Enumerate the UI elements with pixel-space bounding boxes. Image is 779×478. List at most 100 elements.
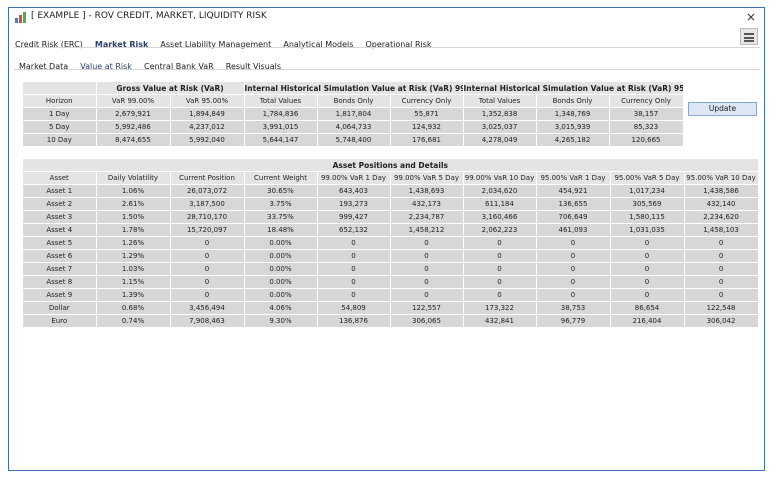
- value-cell: 0: [536, 262, 611, 276]
- update-button[interactable]: Update: [688, 102, 757, 116]
- value-cell: 2,234,787: [390, 210, 464, 224]
- value-cell: 96,779: [536, 314, 611, 328]
- value-cell: 0: [684, 275, 759, 289]
- var-column-header-row: Horizon VaR 99.00% VaR 95.00% Total Valu…: [23, 94, 684, 108]
- value-cell: 0: [317, 236, 391, 250]
- asset-column-header: Current Weight: [244, 171, 318, 185]
- hamburger-menu-icon[interactable]: [740, 28, 758, 45]
- asset-table-row: Dollar 0.68% 3,456,494 4.06% 54,809 122,557 17…: [23, 301, 759, 315]
- value-cell: 5,992,040: [170, 133, 245, 147]
- value-cell: 0: [536, 288, 611, 302]
- asset-table-row: Asset 8 1.15% 0 0.00% 0 0 0 0 0 0: [23, 275, 759, 289]
- tab-operational-risk[interactable]: Operational Risk: [365, 40, 432, 49]
- row-label-cell: Asset 7: [23, 262, 97, 276]
- value-cell: 3.75%: [244, 197, 318, 211]
- value-cell: 4.06%: [244, 301, 318, 315]
- value-cell: 0: [170, 288, 245, 302]
- value-cell: 120,665: [609, 133, 684, 147]
- value-cell: 0: [390, 262, 464, 276]
- value-cell: 432,140: [684, 197, 759, 211]
- value-cell: 216,404: [610, 314, 685, 328]
- value-cell: 5,644,147: [244, 133, 318, 147]
- asset-column-header: 95.00% VaR 1 Day: [536, 171, 611, 185]
- value-cell: 26,073,072: [170, 184, 245, 198]
- value-cell: 0: [170, 275, 245, 289]
- tab-asset-liability-management[interactable]: Asset Liability Management: [160, 40, 272, 49]
- value-cell: 1.06%: [96, 184, 171, 198]
- value-cell: 0: [463, 275, 537, 289]
- value-cell: 122,557: [390, 301, 464, 315]
- asset-column-header-row: Asset Daily Volatility Current Position …: [23, 171, 759, 185]
- var-table: Gross Value at Risk (VaR) Internal Histo…: [23, 82, 684, 147]
- subtab-value-at-risk[interactable]: Value at Risk: [80, 62, 132, 71]
- value-cell: 5,992,486: [96, 120, 171, 134]
- row-label-cell: Euro: [23, 314, 97, 328]
- sub-tab-bar: Market Data Value at Risk Central Bank V…: [19, 54, 288, 73]
- value-cell: 1,784,836: [244, 107, 318, 121]
- value-cell: 55,871: [390, 107, 464, 121]
- var-column-header: Total Values: [463, 94, 537, 108]
- var-column-header: Bonds Only: [317, 94, 391, 108]
- value-cell: 305,569: [610, 197, 685, 211]
- asset-column-header: Asset: [23, 171, 97, 185]
- value-cell: 1,458,212: [390, 223, 464, 237]
- value-cell: 611,184: [463, 197, 537, 211]
- var-header-blank: [23, 82, 97, 95]
- value-cell: 193,273: [317, 197, 391, 211]
- var-column-header: VaR 99.00%: [96, 94, 171, 108]
- value-cell: 1.03%: [96, 262, 171, 276]
- asset-table-row: Asset 4 1.78% 15,720,097 18.48% 652,132 1,458…: [23, 223, 759, 237]
- asset-table-row: Euro 0.74% 7,908,463 9.30% 136,876 306,065 432…: [23, 314, 759, 328]
- value-cell: 0.74%: [96, 314, 171, 328]
- tab-analytical-models[interactable]: Analytical Models: [283, 40, 354, 49]
- value-cell: 2,234,620: [684, 210, 759, 224]
- var-table-row: 1 Day 2,679,921 1,894,849 1,784,836 1,817,80…: [23, 107, 684, 121]
- value-cell: 432,173: [390, 197, 464, 211]
- value-cell: 1,348,769: [536, 107, 610, 121]
- value-cell: 0: [463, 262, 537, 276]
- tab-credit-risk[interactable]: Credit Risk (ERC): [15, 40, 83, 49]
- divider: [14, 69, 760, 70]
- asset-column-header: 95.00% VaR 5 Day: [610, 171, 685, 185]
- var-group-header: Internal Historical Simulation Value at …: [244, 82, 464, 95]
- value-cell: 1,894,849: [170, 107, 245, 121]
- var-group-header-row: Gross Value at Risk (VaR) Internal Histo…: [23, 82, 684, 95]
- value-cell: 1.26%: [96, 236, 171, 250]
- value-cell: 0: [684, 288, 759, 302]
- value-cell: 652,132: [317, 223, 391, 237]
- value-cell: 4,237,012: [170, 120, 245, 134]
- value-cell: 999,427: [317, 210, 391, 224]
- value-cell: 0: [610, 288, 685, 302]
- var-column-header: Bonds Only: [536, 94, 610, 108]
- var-table-row: 5 Day 5,992,486 4,237,012 3,991,015 4,064,73…: [23, 120, 684, 134]
- value-cell: 38,753: [536, 301, 611, 315]
- value-cell: 1,438,693: [390, 184, 464, 198]
- asset-table-row: Asset 2 2.61% 3,187,500 3.75% 193,273 432,173…: [23, 197, 759, 211]
- value-cell: 1,438,586: [684, 184, 759, 198]
- asset-positions-table: Asset Positions and Details Asset Daily …: [23, 159, 759, 328]
- value-cell: 15,720,097: [170, 223, 245, 237]
- value-cell: 461,093: [536, 223, 611, 237]
- asset-column-header: 99.00% VaR 5 Day: [390, 171, 464, 185]
- value-cell: 454,921: [536, 184, 611, 198]
- value-cell: 86,654: [610, 301, 685, 315]
- asset-title-row: Asset Positions and Details: [23, 159, 759, 172]
- close-button[interactable]: ×: [745, 10, 756, 24]
- value-cell: 0: [610, 249, 685, 263]
- asset-column-header: Daily Volatility: [96, 171, 171, 185]
- asset-table-row: Asset 9 1.39% 0 0.00% 0 0 0 0 0 0: [23, 288, 759, 302]
- value-cell: 306,065: [390, 314, 464, 328]
- asset-table-row: Asset 3 1.50% 28,710,170 33.75% 999,427 2,234…: [23, 210, 759, 224]
- tab-market-risk[interactable]: Market Risk: [94, 40, 149, 49]
- value-cell: 136,655: [536, 197, 611, 211]
- value-cell: 0: [536, 236, 611, 250]
- value-cell: 306,042: [684, 314, 759, 328]
- var-column-header: Total Values: [244, 94, 318, 108]
- row-label-cell: Asset 2: [23, 197, 97, 211]
- subtab-result-visuals[interactable]: Result Visuals: [225, 62, 282, 71]
- subtab-market-data[interactable]: Market Data: [19, 62, 69, 71]
- title-bar: [ EXAMPLE ] - ROV CREDIT, MARKET, LIQUID…: [9, 8, 764, 28]
- var-column-header: Currency Only: [609, 94, 684, 108]
- value-cell: 3,015,939: [536, 120, 610, 134]
- subtab-central-bank-var[interactable]: Central Bank VaR: [144, 62, 214, 71]
